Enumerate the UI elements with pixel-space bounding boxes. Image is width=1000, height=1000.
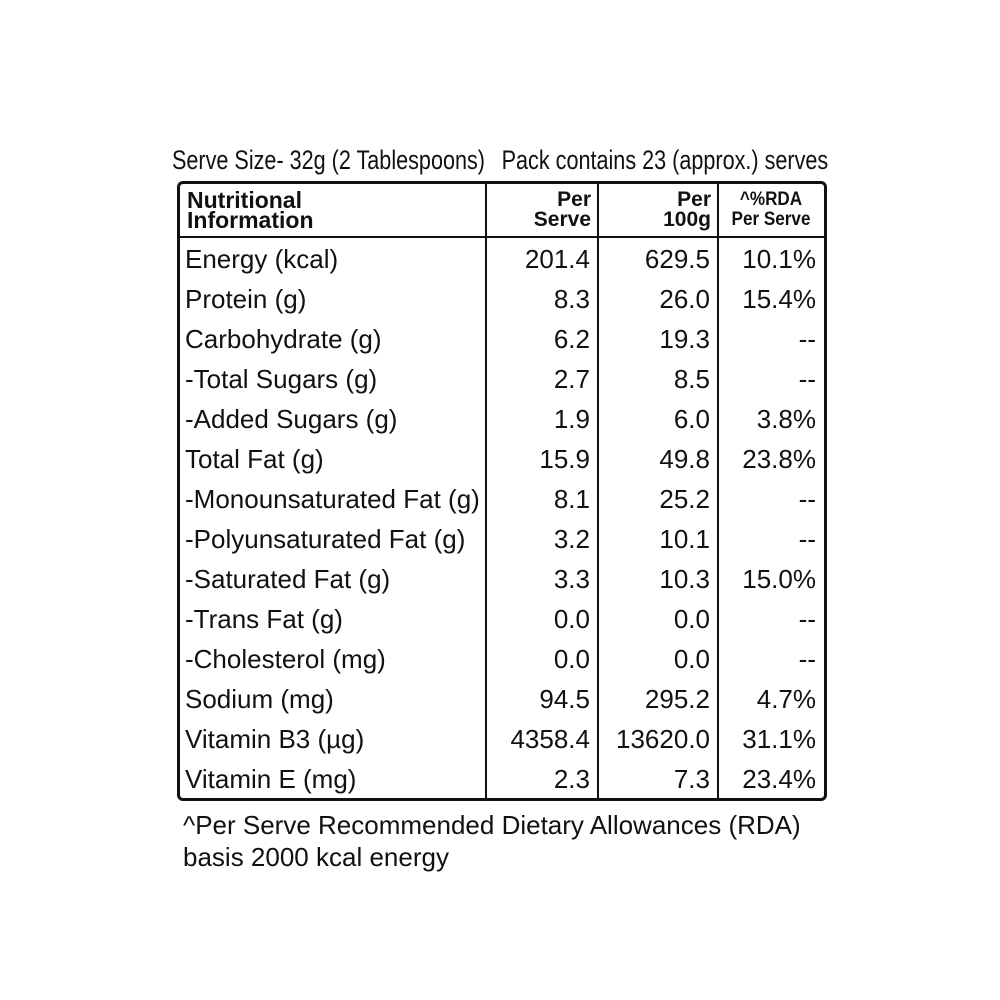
nutrient-value: 0.0 xyxy=(553,644,590,674)
nutrient-name: -Monounsaturated Fat (g) xyxy=(185,484,480,514)
nutrient-value: -- xyxy=(798,484,816,514)
header-line: Nutritional xyxy=(187,187,302,213)
nutrient-value: 19.3 xyxy=(659,324,710,354)
serve-size: Serve Size- 32g (2 Tablespoons) xyxy=(172,145,485,175)
column-divider xyxy=(597,184,599,798)
nutrient-value: 49.8 xyxy=(659,444,710,474)
nutrient-value: 23.8% xyxy=(742,444,816,474)
nutrient-value: 4.7% xyxy=(756,684,816,714)
nutrient-value: 26.0 xyxy=(659,284,710,314)
nutrient-value: 3.2 xyxy=(553,524,590,554)
nutrient-name: Total Fat (g) xyxy=(185,444,324,474)
nutrient-value: 25.2 xyxy=(659,484,710,514)
nutrient-name: -Cholesterol (mg) xyxy=(185,644,386,674)
nutrient-name: -Added Sugars (g) xyxy=(185,404,398,434)
nutrient-name: Vitamin E (mg) xyxy=(185,764,357,794)
column-header: ^%RDA Per Serve xyxy=(725,190,817,230)
nutrient-value: 0.0 xyxy=(673,604,710,634)
nutrient-name: -Total Sugars (g) xyxy=(185,364,378,394)
nutrient-value: 8.1 xyxy=(553,484,590,514)
nutrient-value: 15.9 xyxy=(539,444,590,474)
nutrient-value: 4358.4 xyxy=(510,724,590,754)
header-line: Per xyxy=(557,188,591,211)
nutrient-value: 6.0 xyxy=(673,404,710,434)
nutrient-value: 10.1 xyxy=(659,524,710,554)
column-divider xyxy=(717,184,719,798)
nutrient-value: 2.3 xyxy=(553,764,590,794)
nutrient-name: Carbohydrate (g) xyxy=(185,324,382,354)
nutrient-value: 201.4 xyxy=(524,244,590,274)
header-line: 100g xyxy=(663,208,711,231)
nutrient-value: 15.4% xyxy=(742,284,816,314)
nutrient-value: 7.3 xyxy=(673,764,710,794)
nutrient-name: -Saturated Fat (g) xyxy=(185,564,391,594)
nutrient-value: 10.1% xyxy=(742,244,816,274)
header-line: Information xyxy=(187,207,314,233)
nutrient-value: 2.7 xyxy=(553,364,590,394)
nutrient-value: 0.0 xyxy=(553,604,590,634)
nutrient-value: 3.3 xyxy=(553,564,590,594)
nutrient-name: Sodium (mg) xyxy=(185,684,334,714)
nutrient-value: 8.5 xyxy=(673,364,710,394)
nutrient-value: 13620.0 xyxy=(616,724,710,754)
nutrient-name: Vitamin B3 (µg) xyxy=(185,724,365,754)
nutrient-value: 6.2 xyxy=(553,324,590,354)
nutrient-value: -- xyxy=(798,524,816,554)
nutrient-name: -Trans Fat (g) xyxy=(185,604,343,634)
nutrient-value: 0.0 xyxy=(673,644,710,674)
nutrient-value: 94.5 xyxy=(539,684,590,714)
nutrient-value: -- xyxy=(798,364,816,394)
footnote: basis 2000 kcal energy xyxy=(183,842,449,872)
nutrient-value: 31.1% xyxy=(742,724,816,754)
column-header: Per 100g xyxy=(605,188,711,231)
column-header: Nutritional Information xyxy=(187,187,479,233)
header-line: ^%RDA xyxy=(739,189,803,210)
column-divider xyxy=(485,184,487,798)
nutrient-value: 295.2 xyxy=(644,684,710,714)
nutrient-value: -- xyxy=(798,324,816,354)
nutrient-value: 15.0% xyxy=(742,564,816,594)
nutrition-table: Nutritional Information Per Serve Per 100g ^%R… xyxy=(177,181,827,801)
header-line: Per Serve xyxy=(731,209,811,230)
nutrient-value: 629.5 xyxy=(644,244,710,274)
footnote: ^Per Serve Recommended Dietary Allowance… xyxy=(183,810,801,840)
header-line: Serve xyxy=(533,208,591,231)
nutrient-name: Protein (g) xyxy=(185,284,307,314)
nutrient-value: 8.3 xyxy=(553,284,590,314)
nutrient-name: Energy (kcal) xyxy=(185,244,339,274)
nutrient-name: -Polyunsaturated Fat (g) xyxy=(185,524,466,554)
nutrient-value: 3.8% xyxy=(756,404,816,434)
header-line: Per xyxy=(677,188,711,211)
nutrient-value: -- xyxy=(798,644,816,674)
header-divider xyxy=(180,236,824,238)
column-header: Per Serve xyxy=(493,188,591,231)
pack-info: Pack contains 23 (approx.) serves xyxy=(501,145,828,175)
nutrient-value: 10.3 xyxy=(659,564,710,594)
nutrient-value: 1.9 xyxy=(553,404,590,434)
nutrient-value: 23.4% xyxy=(742,764,816,794)
nutrient-value: -- xyxy=(798,604,816,634)
